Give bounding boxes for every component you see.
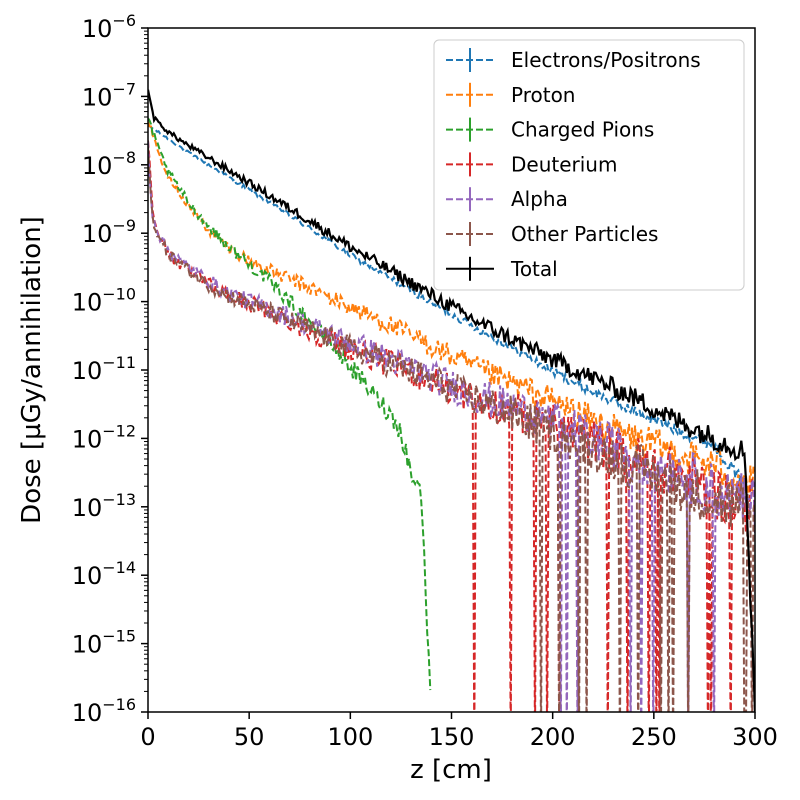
y-tick-label: 10−15 xyxy=(72,627,136,659)
y-tick-label: 10−6 xyxy=(82,11,136,43)
x-axis-ticks: 0 50 100 150 200 250 300 xyxy=(140,712,778,751)
legend-item: Electrons/Positrons xyxy=(446,48,701,72)
y-tick-label: 10−7 xyxy=(82,79,136,111)
y-tick-label: 10−11 xyxy=(72,353,136,385)
x-tick-label: 250 xyxy=(631,723,677,751)
y-tick-label: 10−8 xyxy=(82,148,136,180)
series-line-electrons-positrons xyxy=(148,123,747,492)
legend-label: Alpha xyxy=(511,187,568,211)
series-line-proton xyxy=(148,121,755,495)
legend-item: Deuterium xyxy=(446,152,617,177)
y-tick-label: 10−12 xyxy=(72,421,136,453)
legend-label: Proton xyxy=(511,83,575,107)
legend-label: Other Particles xyxy=(511,222,658,246)
x-tick-label: 150 xyxy=(429,723,475,751)
legend-item: Proton xyxy=(446,82,575,107)
y-axis-ticks: 10−16 10−15 10−14 10−13 10−12 10−11 10−10 10−9 1… xyxy=(72,11,148,727)
series-line-total xyxy=(148,89,755,712)
y-tick-label: 10−13 xyxy=(72,490,136,522)
series-line-alpha xyxy=(148,141,755,712)
legend: Electrons/Positrons Proton Charged Pions De… xyxy=(433,39,745,291)
legend-frame xyxy=(433,39,745,291)
legend-label: Total xyxy=(510,257,558,281)
legend-label: Charged Pions xyxy=(511,118,654,142)
y-axis-title: Dose [µGy/annihilation] xyxy=(17,216,47,524)
x-tick-label: 100 xyxy=(327,723,373,751)
y-tick-label: 10−16 xyxy=(72,695,136,727)
legend-label: Electrons/Positrons xyxy=(511,48,701,72)
legend-item: Alpha xyxy=(446,187,568,212)
y-tick-label: 10−9 xyxy=(82,216,136,248)
x-tick-label: 200 xyxy=(530,723,576,751)
x-tick-label: 0 xyxy=(140,723,155,751)
legend-item: Total xyxy=(446,256,558,281)
x-tick-label: 50 xyxy=(234,723,265,751)
series-layer xyxy=(148,89,755,712)
series-line-charged-pions xyxy=(148,117,432,691)
legend-item: Other Particles xyxy=(446,222,658,246)
series-line-other-particles xyxy=(148,146,755,712)
x-axis-title: z [cm] xyxy=(410,755,492,785)
x-tick-label: 300 xyxy=(732,723,778,751)
y-tick-label: 10−10 xyxy=(72,285,136,317)
legend-label: Deuterium xyxy=(511,152,617,176)
y-tick-label: 10−14 xyxy=(72,558,136,590)
legend-item: Charged Pions xyxy=(446,117,654,142)
